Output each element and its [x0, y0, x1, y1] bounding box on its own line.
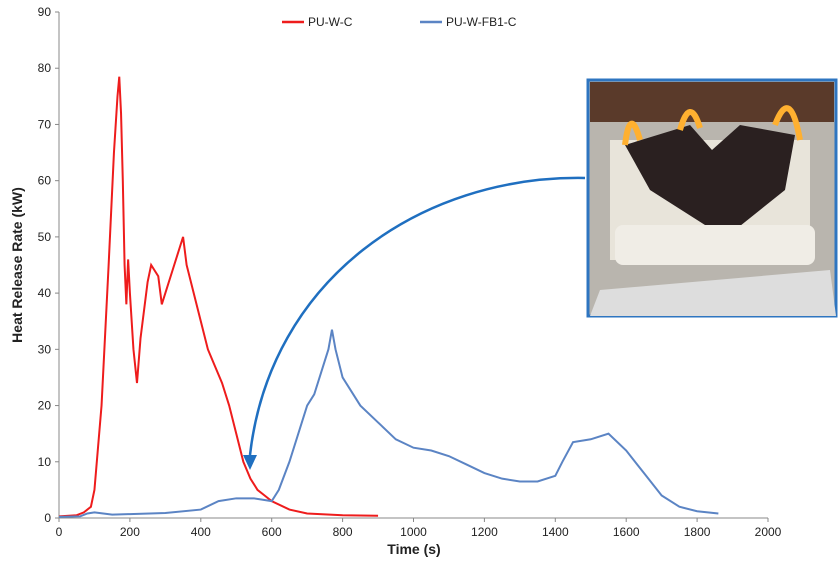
- x-tick-label: 0: [56, 525, 63, 539]
- data-line: [58, 76, 379, 518]
- x-axis-label: Time (s): [387, 541, 440, 557]
- x-tick-label: 1600: [613, 525, 640, 539]
- x-tick-label: 800: [333, 525, 353, 539]
- x-tick-label: 400: [191, 525, 211, 539]
- y-tick-label: 80: [38, 61, 52, 75]
- y-tick-label: 40: [38, 286, 52, 300]
- x-tick-label: 1000: [400, 525, 427, 539]
- y-tick-label: 30: [38, 342, 52, 356]
- arrow-head: [243, 455, 257, 470]
- y-tick-label: 0: [44, 511, 51, 525]
- legend-label: PU-W-FB1-C: [446, 15, 517, 29]
- x-tick-label: 1800: [684, 525, 711, 539]
- x-tick-label: 1200: [471, 525, 498, 539]
- y-tick-label: 60: [38, 174, 52, 188]
- inset-photo: [586, 78, 838, 318]
- y-axis-label: Heat Release Rate (kW): [9, 187, 25, 343]
- x-tick-label: 2000: [755, 525, 782, 539]
- x-tick-label: 600: [262, 525, 282, 539]
- y-tick-label: 70: [38, 117, 52, 131]
- y-tick-label: 50: [38, 230, 52, 244]
- y-tick-label: 10: [38, 455, 52, 469]
- legend-label: PU-W-C: [308, 15, 353, 29]
- data-line: [58, 329, 719, 518]
- x-tick-label: 1400: [542, 525, 569, 539]
- callout-arrow: [248, 176, 586, 456]
- y-tick-label: 90: [38, 5, 52, 19]
- x-tick-label: 200: [120, 525, 140, 539]
- y-tick-label: 20: [38, 399, 52, 413]
